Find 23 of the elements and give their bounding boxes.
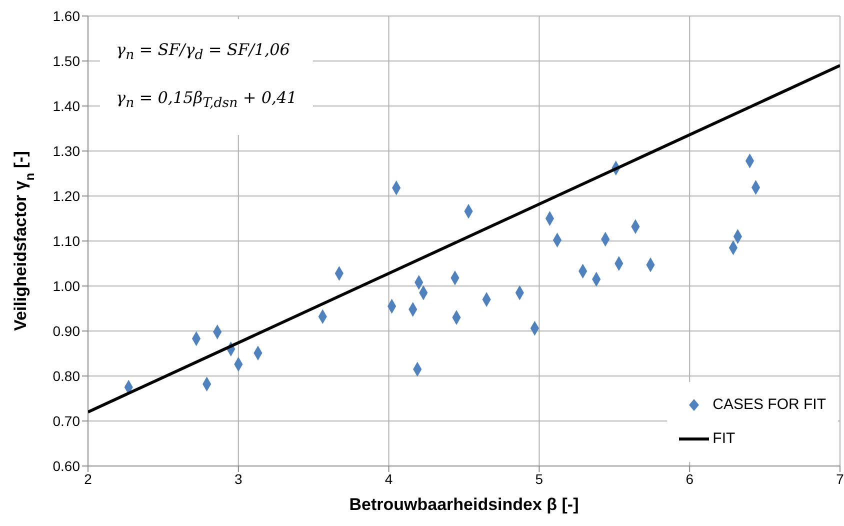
x-tick-label: 2 — [84, 470, 92, 487]
x-tick-label: 4 — [384, 470, 393, 487]
y-tick-label: 0.90 — [52, 322, 80, 339]
x-tick-label: 5 — [535, 470, 544, 487]
legend-label: FIT — [712, 429, 736, 449]
y-tick-label: 0.70 — [52, 412, 80, 429]
annotation: γ$_{n}$ = 0,15β$_{T,dsn}$ + 0,41 — [116, 87, 297, 114]
formula-box: γ$_{n}$ = SF/γ$_{d}$ = SF/1,06 γ$_{n}$ = 0,15β$_{T,dsn}$ + 0,41 — [100, 19, 313, 136]
legend-label: CASES FOR FIT — [712, 395, 826, 415]
x-axis-title: Betrouwbaarheidsindex β [-] — [349, 495, 579, 514]
y-tick-label: 0.60 — [52, 458, 80, 474]
annotation: γ$_{n}$ = SF/γ$_{d}$ = SF/1,06 — [116, 39, 291, 66]
y-tick-label: 1.60 — [52, 8, 80, 24]
y-tick-label: 1.50 — [52, 52, 80, 69]
x-tick-label: 3 — [234, 470, 242, 487]
x-tick-label: 6 — [686, 470, 694, 487]
y-tick-label: 1.00 — [52, 278, 80, 294]
y-tick-label: 1.20 — [52, 188, 80, 204]
x-tick-label: 7 — [836, 470, 844, 487]
y-tick-label: 1.10 — [52, 232, 80, 249]
y-tick-label: 1.30 — [52, 142, 80, 159]
y-tick-label: 0.80 — [52, 368, 80, 384]
y-tick-label: 1.40 — [52, 98, 80, 114]
